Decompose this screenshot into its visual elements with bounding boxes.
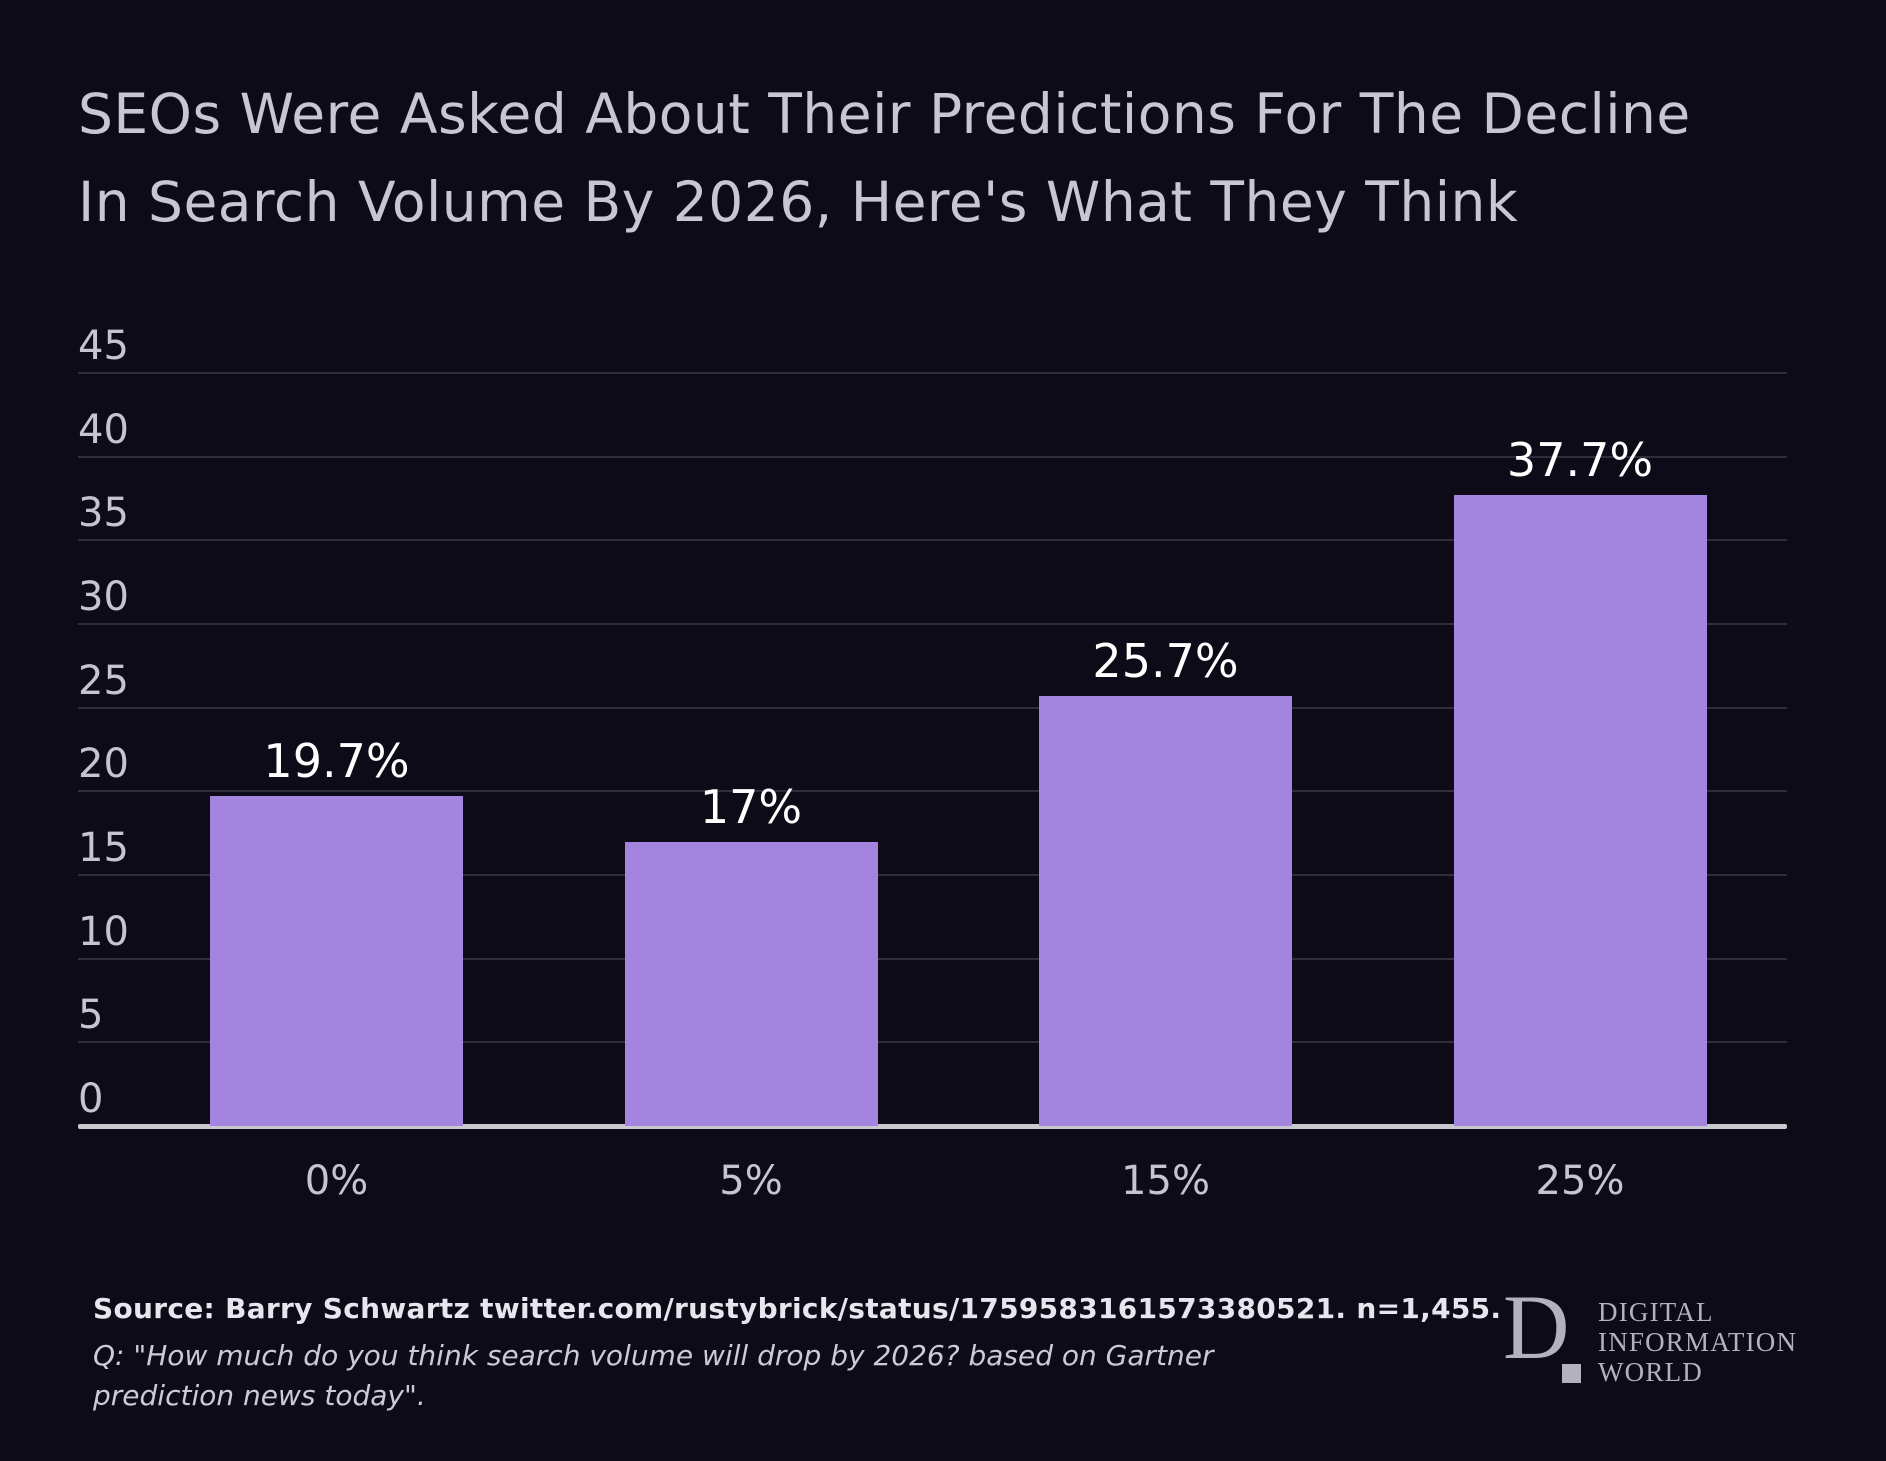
logo-text-line3: WORLD — [1598, 1357, 1703, 1387]
gridline — [78, 1041, 1787, 1044]
y-axis-tick-label: 15 — [78, 825, 129, 871]
logo-square-icon — [1562, 1364, 1581, 1383]
y-axis-tick-label: 20 — [78, 741, 129, 788]
y-axis-tick-label: 45 — [78, 323, 129, 369]
gridline — [78, 874, 1787, 876]
gridline — [78, 623, 1787, 625]
logo-text-line1: DIGITAL — [1598, 1297, 1714, 1327]
bar-value-label: 17% — [699, 779, 803, 834]
chart-title-line1: SEOs Were Asked About Their Predictions … — [78, 82, 1691, 146]
bar — [210, 796, 463, 1126]
logo-text-line2: INFORMATION — [1598, 1327, 1798, 1357]
y-axis-tick-label: 5 — [78, 992, 104, 1039]
gridline — [78, 455, 1787, 458]
y-axis-tick-label: 0 — [78, 1076, 104, 1122]
y-axis-tick-label: 10 — [78, 908, 129, 955]
logo-monogram: D — [1503, 1276, 1570, 1378]
digital-information-world-logo: D DIGITAL INFORMATION WORLD — [1503, 1281, 1863, 1403]
chart-title-line2: In Search Volume By 2026, Here's What Th… — [78, 170, 1519, 234]
logo-text: DIGITAL INFORMATION WORLD — [1598, 1297, 1797, 1387]
gridline — [78, 790, 1787, 793]
bar — [1453, 495, 1707, 1126]
x-axis-line — [78, 1124, 1787, 1129]
gridline — [78, 372, 1787, 374]
x-axis-tick-label: 25% — [1535, 1158, 1625, 1204]
gridline — [78, 957, 1787, 960]
gridline — [78, 706, 1787, 709]
bar — [624, 841, 878, 1126]
y-axis-tick-label: 25 — [78, 657, 129, 704]
x-axis-tick-label: 0% — [304, 1158, 369, 1204]
bar — [1039, 695, 1292, 1126]
bar-value-label: 19.7% — [263, 734, 410, 789]
x-axis-tick-label: 5% — [719, 1158, 783, 1204]
y-axis-tick-label: 30 — [78, 574, 129, 620]
gridline — [78, 539, 1787, 542]
chart-title: SEOs Were Asked About Their Predictions … — [78, 70, 1691, 246]
bar-value-label: 25.7% — [1092, 633, 1239, 688]
bar-value-label: 37.7% — [1506, 433, 1654, 488]
source-text: Source: Barry Schwartz twitter.com/rusty… — [93, 1292, 1502, 1325]
question-text: Q: "How much do you think search volume … — [93, 1339, 1214, 1412]
y-axis-tick-label: 40 — [78, 406, 129, 453]
y-axis-tick-label: 35 — [78, 490, 129, 537]
x-axis-tick-label: 15% — [1121, 1158, 1210, 1204]
